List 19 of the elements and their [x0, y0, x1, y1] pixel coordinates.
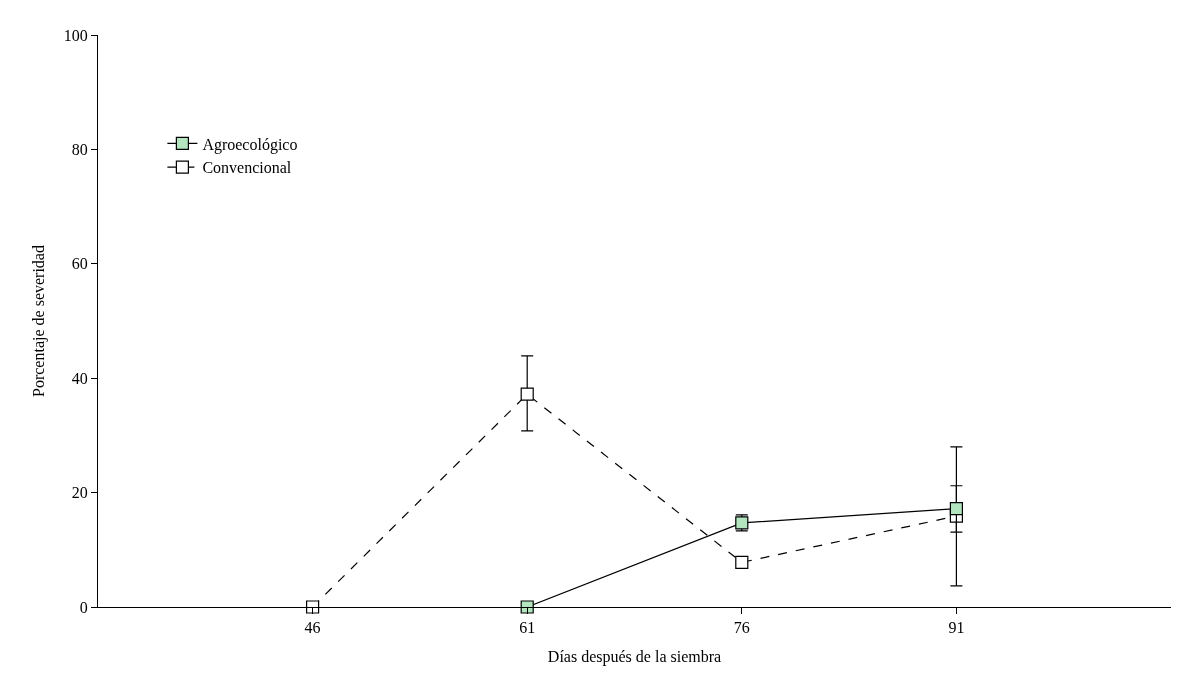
x-tick-label: 46 — [304, 619, 321, 637]
legend-label: Convencional — [202, 159, 292, 177]
y-tick-label: 80 — [71, 141, 88, 158]
y-tick-label: 60 — [71, 255, 88, 273]
y-tick-label: 40 — [71, 369, 88, 387]
legend-label: Agroecológico — [202, 135, 298, 154]
point — [735, 555, 749, 569]
y-tick-label: 100 — [63, 26, 88, 44]
y-tick-label: 20 — [71, 484, 88, 502]
point — [520, 387, 534, 401]
x-tick-label: 91 — [948, 619, 965, 637]
x-tick-label: 61 — [519, 619, 536, 637]
point — [949, 502, 963, 516]
y-axis-title: Porcentaje de severidad — [29, 245, 48, 397]
y-tick-label: 0 — [79, 598, 88, 616]
x-axis-title: Días después de la siembra — [547, 647, 722, 666]
point — [306, 600, 320, 614]
x-tick-label: 76 — [733, 619, 750, 637]
point — [520, 600, 534, 614]
